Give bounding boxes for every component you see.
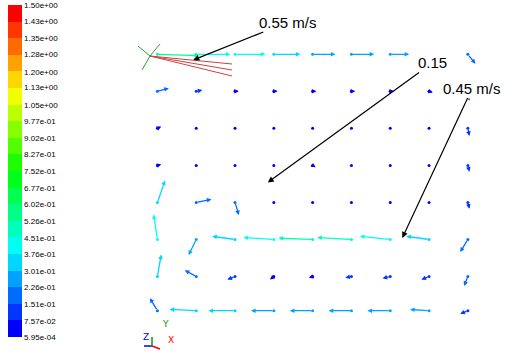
svg-text:1.50e+00: 1.50e+00 — [24, 1, 58, 10]
svg-text:7.57e-02: 7.57e-02 — [24, 317, 56, 326]
svg-text:0.55 m/s: 0.55 m/s — [259, 14, 317, 31]
svg-text:6.02e-01: 6.02e-01 — [24, 200, 56, 209]
svg-text:Z: Z — [143, 332, 149, 342]
svg-text:1.51e-01: 1.51e-01 — [24, 300, 56, 309]
svg-text:1.35e+00: 1.35e+00 — [24, 34, 58, 43]
svg-text:5.95e-04: 5.95e-04 — [24, 333, 56, 342]
svg-text:0.15: 0.15 — [418, 54, 447, 71]
svg-text:Y: Y — [162, 319, 169, 329]
svg-text:9.02e-01: 9.02e-01 — [24, 134, 56, 143]
svg-text:1.05e+00: 1.05e+00 — [24, 101, 58, 110]
svg-text:0.45 m/s: 0.45 m/s — [443, 80, 501, 97]
svg-text:1.13e+00: 1.13e+00 — [24, 83, 58, 92]
svg-text:1.20e+00: 1.20e+00 — [24, 68, 58, 77]
svg-text:2.26e-01: 2.26e-01 — [24, 283, 56, 292]
svg-text:1.43e+00: 1.43e+00 — [24, 17, 58, 26]
svg-text:5.26e-01: 5.26e-01 — [24, 217, 56, 226]
svg-text:4.51e-01: 4.51e-01 — [24, 234, 56, 243]
svg-text:1.28e+00: 1.28e+00 — [24, 50, 58, 59]
svg-text:3.76e-01: 3.76e-01 — [24, 250, 56, 259]
svg-text:6.77e-01: 6.77e-01 — [24, 184, 56, 193]
svg-text:X: X — [168, 335, 174, 345]
svg-text:9.77e-01: 9.77e-01 — [24, 117, 56, 126]
svg-text:7.52e-01: 7.52e-01 — [24, 167, 56, 176]
svg-text:3.01e-01: 3.01e-01 — [24, 267, 56, 276]
svg-text:8.27e-01: 8.27e-01 — [24, 150, 56, 159]
